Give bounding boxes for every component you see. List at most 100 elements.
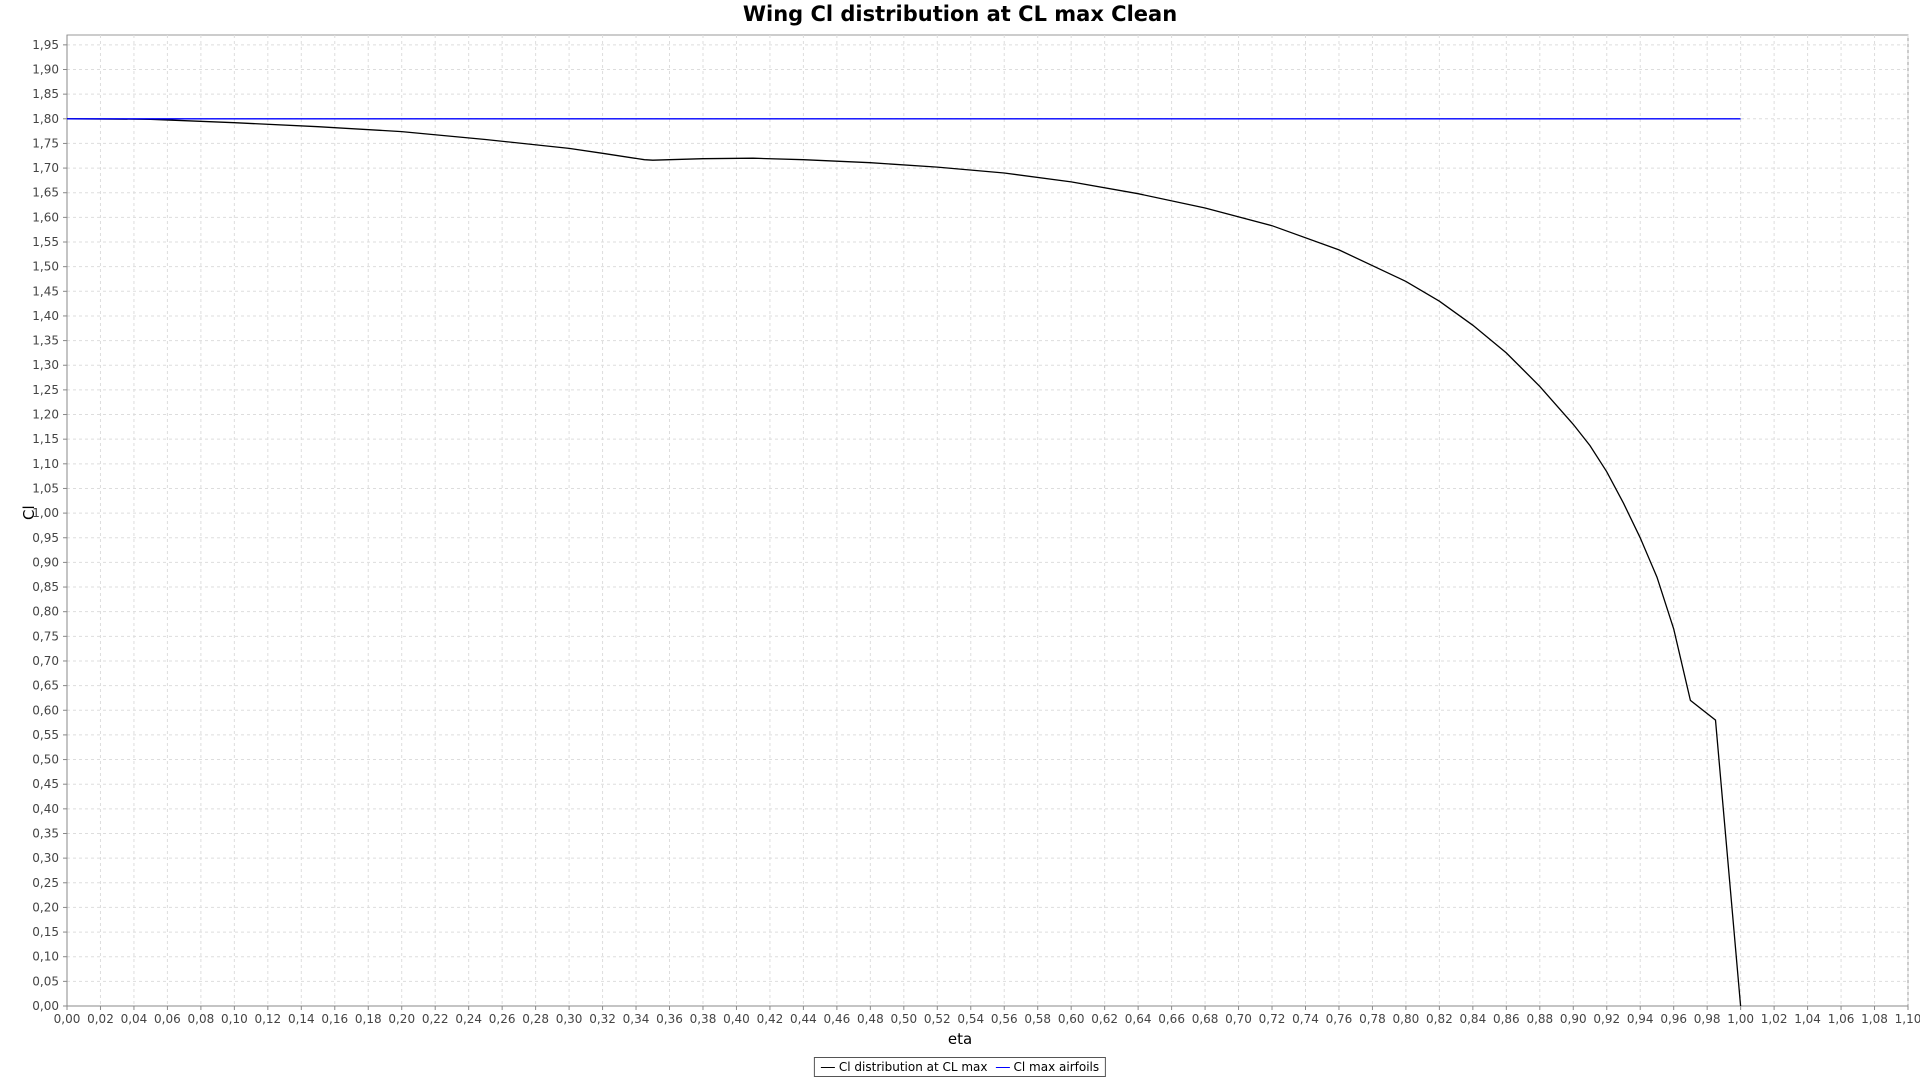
x-tick-label: 1,02	[1761, 1012, 1788, 1026]
x-tick-label: 1,04	[1794, 1012, 1821, 1026]
legend-label-cl-distribution: Cl distribution at CL max	[838, 1060, 988, 1074]
y-tick-label: 0,00	[32, 999, 59, 1013]
x-tick-label: 0,88	[1526, 1012, 1553, 1026]
x-tick-label: 0,02	[87, 1012, 114, 1026]
x-tick-label: 0,44	[790, 1012, 817, 1026]
y-tick-label: 0,10	[32, 950, 59, 964]
x-tick-label: 0,14	[288, 1012, 315, 1026]
x-tick-label: 0,70	[1225, 1012, 1252, 1026]
plot-frame	[66, 34, 1909, 1007]
y-tick-label: 0,65	[32, 679, 59, 693]
x-tick-label: 0,64	[1125, 1012, 1152, 1026]
x-tick-label: 0,10	[221, 1012, 248, 1026]
legend-item-cl-distribution: Cl distribution at CL max	[820, 1060, 988, 1074]
x-tick-label: 0,40	[723, 1012, 750, 1026]
x-tick-label: 0,76	[1326, 1012, 1353, 1026]
x-tick-label: 0,04	[121, 1012, 148, 1026]
x-tick-label: 0,54	[957, 1012, 984, 1026]
y-tick-label: 1,25	[32, 383, 59, 397]
y-tick-label: 1,60	[32, 210, 59, 224]
y-tick-label: 0,20	[32, 900, 59, 914]
y-tick-label: 0,85	[32, 580, 59, 594]
legend-label-cl-max-airfoils: Cl max airfoils	[1013, 1060, 1100, 1074]
x-tick-label: 0,82	[1426, 1012, 1453, 1026]
y-tick-label: 0,90	[32, 555, 59, 569]
y-tick-label: 0,40	[32, 802, 59, 816]
y-tick-label: 1,35	[32, 334, 59, 348]
x-tick-label: 1,00	[1727, 1012, 1754, 1026]
x-tick-label: 0,80	[1393, 1012, 1420, 1026]
y-axis-label: Cl	[20, 505, 38, 520]
x-tick-label: 0,48	[857, 1012, 884, 1026]
y-tick-label: 1,15	[32, 432, 59, 446]
x-tick-label: 0,12	[254, 1012, 281, 1026]
y-tick-label: 0,80	[32, 605, 59, 619]
y-tick-label: 1,40	[32, 309, 59, 323]
y-tick-label: 1,90	[32, 63, 59, 77]
x-tick-label: 0,92	[1593, 1012, 1620, 1026]
y-tick-label: 1,95	[32, 38, 59, 52]
x-tick-label: 0,96	[1660, 1012, 1687, 1026]
chart-title: Wing Cl distribution at CL max Clean	[742, 2, 1178, 26]
y-tick-label: 1,65	[32, 186, 59, 200]
y-tick-label: 1,00	[32, 506, 59, 520]
x-tick-label: 0,34	[623, 1012, 650, 1026]
x-tick-label: 0,94	[1627, 1012, 1654, 1026]
y-tick-label: 1,55	[32, 235, 59, 249]
x-tick-label: 0,06	[154, 1012, 181, 1026]
x-tick-label: 0,28	[522, 1012, 549, 1026]
y-tick-label: 0,75	[32, 629, 59, 643]
x-tick-label: 0,74	[1292, 1012, 1319, 1026]
x-tick-label: 0,16	[321, 1012, 348, 1026]
x-tick-label: 0,46	[824, 1012, 851, 1026]
x-tick-label: 0,32	[589, 1012, 616, 1026]
x-tick-label: 0,60	[1058, 1012, 1085, 1026]
y-tick-label: 1,45	[32, 284, 59, 298]
x-tick-label: 0,22	[422, 1012, 449, 1026]
y-tick-label: 1,10	[32, 457, 59, 471]
axes	[63, 35, 1909, 1010]
x-tick-label: 0,30	[556, 1012, 583, 1026]
x-tick-label: 0,36	[656, 1012, 683, 1026]
y-tick-label: 0,05	[32, 974, 59, 988]
series-line-cl-distribution	[66, 118, 1742, 1007]
x-tick-label: 1,06	[1828, 1012, 1855, 1026]
y-tick-label: 1,30	[32, 358, 59, 372]
x-tick-label: 0,84	[1459, 1012, 1486, 1026]
y-tick-label: 0,95	[32, 531, 59, 545]
y-tick-label: 1,05	[32, 481, 59, 495]
x-tick-label: 0,20	[388, 1012, 415, 1026]
legend-swatch-cl-distribution	[820, 1066, 835, 1068]
x-tick-label: 0,26	[489, 1012, 516, 1026]
x-tick-label: 0,18	[355, 1012, 382, 1026]
x-tick-label: 0,38	[690, 1012, 717, 1026]
series-lines	[66, 118, 1742, 1007]
x-tick-label: 0,58	[1024, 1012, 1051, 1026]
x-tick-label: 0,86	[1493, 1012, 1520, 1026]
legend-swatch-cl-max-airfoils	[995, 1066, 1010, 1068]
x-tick-label: 0,78	[1359, 1012, 1386, 1026]
x-tick-label: 0,50	[890, 1012, 917, 1026]
y-tick-label: 0,15	[32, 925, 59, 939]
x-tick-label: 1,08	[1861, 1012, 1888, 1026]
y-tick-label: 1,20	[32, 408, 59, 422]
x-tick-label: 0,24	[455, 1012, 482, 1026]
y-tick-label: 0,60	[32, 703, 59, 717]
y-tick-label: 0,35	[32, 826, 59, 840]
x-tick-label: 1,10	[1895, 1012, 1920, 1026]
x-tick-label: 0,42	[757, 1012, 784, 1026]
x-tick-label: 0,68	[1192, 1012, 1219, 1026]
x-tick-label: 0,00	[54, 1012, 81, 1026]
x-tick-label: 0,52	[924, 1012, 951, 1026]
x-tick-label: 0,72	[1259, 1012, 1286, 1026]
y-tick-label: 0,70	[32, 654, 59, 668]
y-tick-label: 0,50	[32, 753, 59, 767]
y-tick-label: 0,45	[32, 777, 59, 791]
y-tick-label: 0,25	[32, 876, 59, 890]
grid-lines	[66, 34, 1909, 1007]
y-tick-label: 0,30	[32, 851, 59, 865]
x-tick-label: 0,90	[1560, 1012, 1587, 1026]
x-tick-label: 0,08	[188, 1012, 215, 1026]
y-tick-label: 1,85	[32, 87, 59, 101]
